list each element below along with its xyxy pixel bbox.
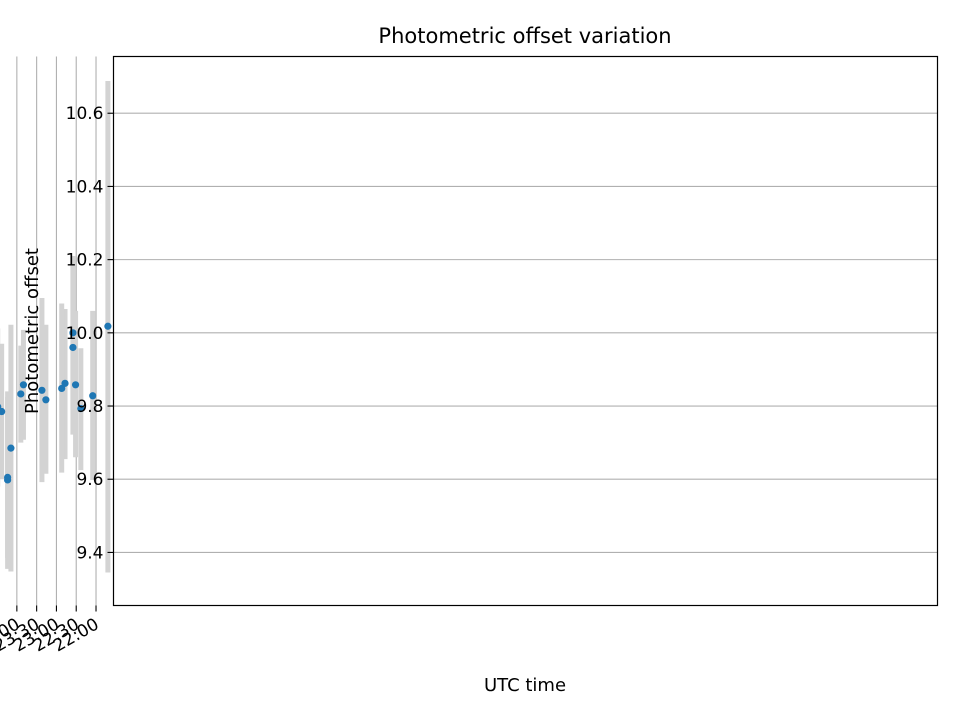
data-point [42,396,50,404]
data-point [0,403,2,410]
plot-frame [112,55,939,607]
y-axis: 9.4 9.6 9.8 10.0 10.2 10.4 10.6 [66,104,114,563]
chart-title: Photometric offset variation [378,24,671,48]
data-point [69,343,77,352]
x-axis-label: UTC time [484,675,566,696]
data-point [0,407,6,416]
data-point [17,390,25,398]
data-point [104,322,112,330]
y-tick-label: 10.4 [66,177,104,197]
data-point [7,444,15,452]
data-point [38,386,46,394]
data-point [4,473,12,481]
y-tick-label: 10.2 [66,251,104,271]
data-point [69,329,77,337]
data-point [77,404,85,413]
data-point [19,381,28,389]
data-points [0,322,112,484]
data-point [71,381,80,389]
y-tick-label: 10.6 [66,104,104,124]
data-point [61,379,69,387]
y-axis-label: Photometric offset [22,248,43,414]
y-tick-label: 9.6 [76,470,103,490]
y-tick-label: 10.0 [66,324,104,344]
data-point [58,384,66,393]
y-tick-label: 9.8 [76,397,103,417]
grid [16,56,938,606]
y-tick-label: 9.4 [76,543,103,563]
data-point [89,392,97,400]
